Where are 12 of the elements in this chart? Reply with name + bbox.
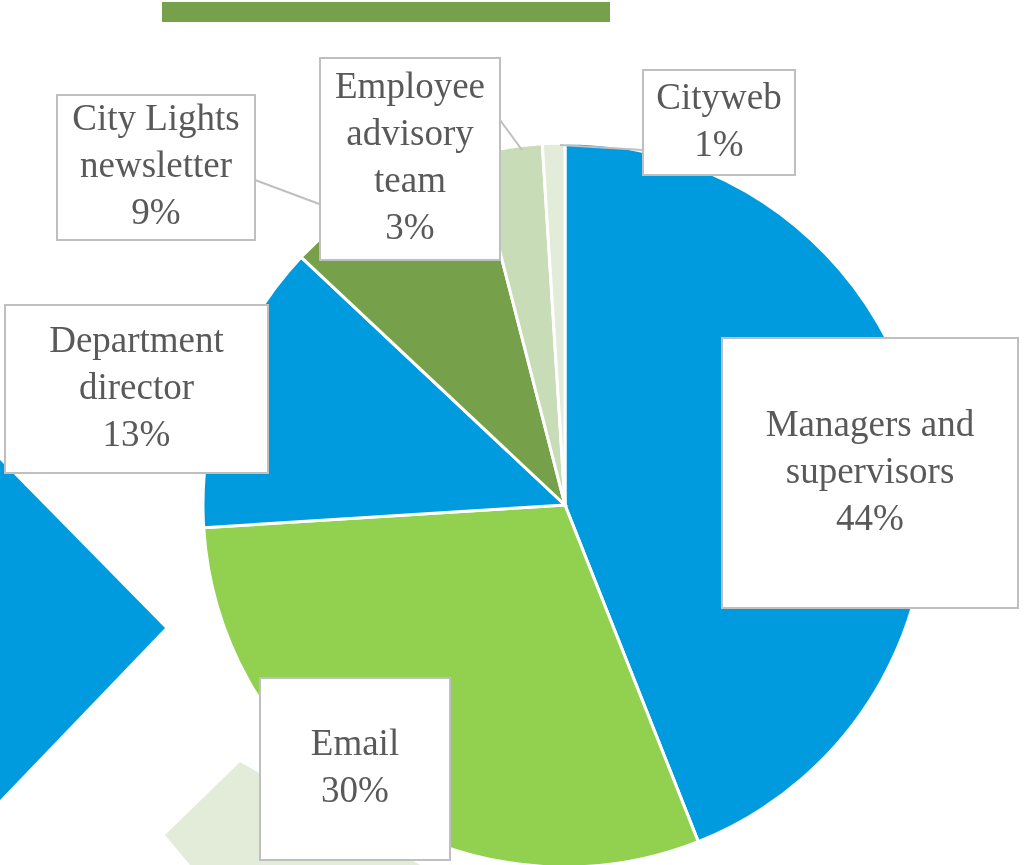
slice-label: City Lights newsletter [72,97,240,185]
slice-label: Managers and supervisors [765,402,975,491]
data-label: 13% [102,412,171,454]
slice-label: Email [310,722,400,763]
slice-label: Department director [49,318,225,407]
data-label: 3% [385,206,435,247]
data-label: 44% [836,496,904,538]
data-label: 30% [321,769,389,810]
slice-label: Employee advisory team [334,65,486,200]
data-label: 1% [694,122,744,164]
slice-label: Cityweb [656,75,782,117]
data-label: 9% [131,191,181,232]
